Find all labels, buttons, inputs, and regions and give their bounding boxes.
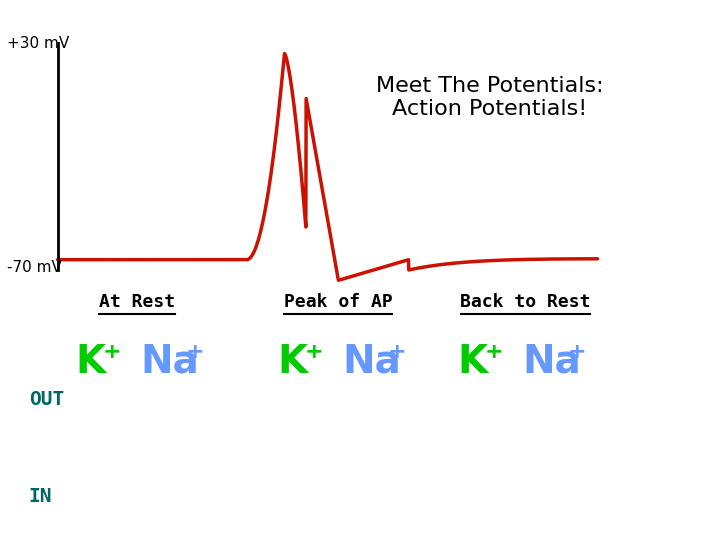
Text: +: +: [103, 342, 122, 362]
Text: +30 mV: +30 mV: [7, 36, 69, 51]
Text: IN: IN: [29, 487, 53, 507]
Text: Peak of AP: Peak of AP: [284, 293, 393, 312]
Text: Back to Rest: Back to Rest: [460, 293, 591, 312]
Text: +: +: [567, 342, 586, 362]
Text: Na: Na: [140, 343, 199, 381]
Text: +: +: [186, 342, 204, 362]
Text: K: K: [277, 343, 307, 381]
Text: K: K: [457, 343, 487, 381]
Text: +: +: [387, 342, 406, 362]
Text: At Rest: At Rest: [99, 293, 175, 312]
Text: OUT: OUT: [29, 390, 64, 409]
Text: Na: Na: [342, 343, 401, 381]
Text: +: +: [485, 342, 503, 362]
Text: Na: Na: [522, 343, 581, 381]
Text: Meet The Potentials:
Action Potentials!: Meet The Potentials: Action Potentials!: [376, 76, 603, 119]
Text: K: K: [76, 343, 106, 381]
Text: -70 mV: -70 mV: [7, 260, 62, 275]
Text: +: +: [305, 342, 323, 362]
